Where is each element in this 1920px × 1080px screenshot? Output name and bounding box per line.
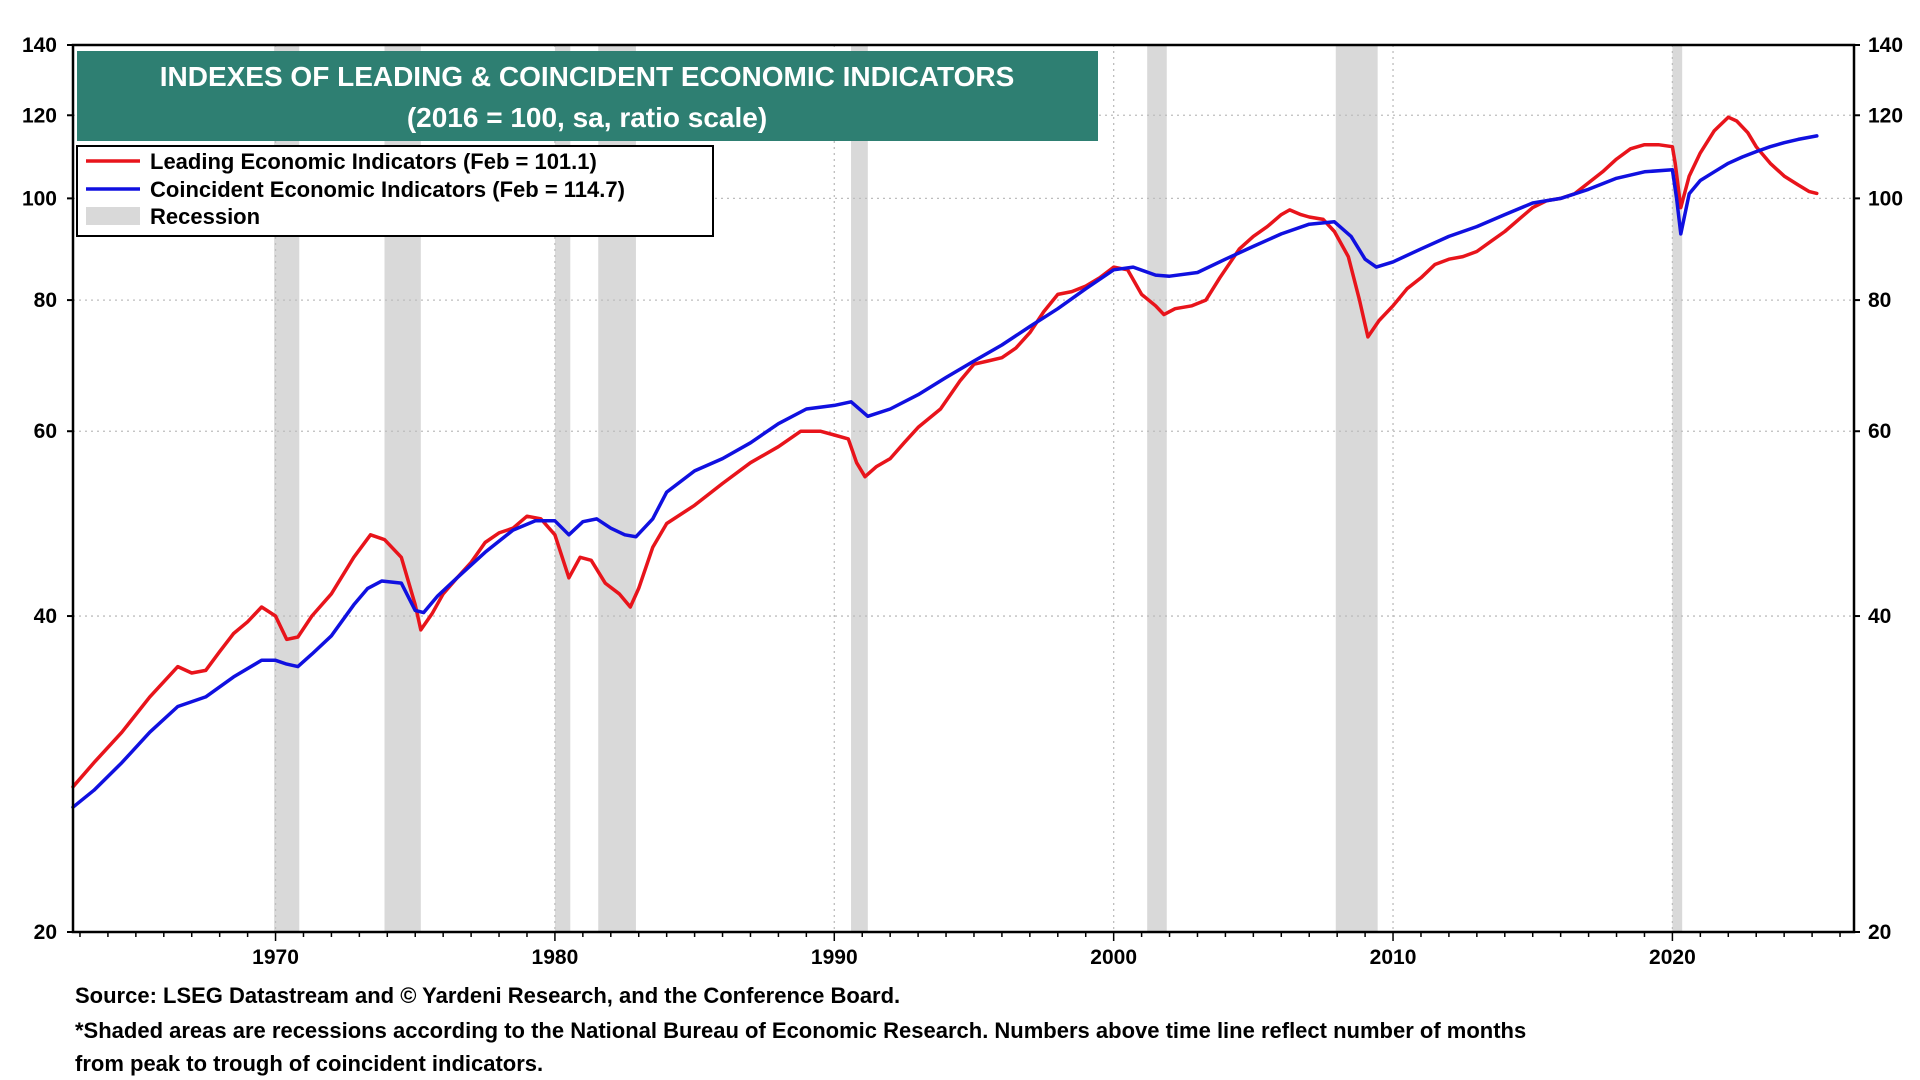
legend-box (76, 145, 714, 237)
source-note: Source: LSEG Datastream and © Yardeni Re… (75, 983, 901, 1008)
x-tick-label: 2020 (1649, 946, 1696, 969)
y-tick-label-right: 100 (1868, 187, 1903, 210)
legend-label-recession: Recession (150, 204, 260, 229)
y-tick-label-left: 60 (34, 420, 57, 443)
series-line-coincident (71, 134, 1819, 809)
recession-band (1335, 45, 1378, 932)
recession-band (554, 45, 571, 932)
y-tick-label-left: 40 (34, 605, 57, 628)
y-tick-label-right: 140 (1868, 34, 1903, 57)
title-box: INDEXES OF LEADING & COINCIDENT ECONOMIC… (77, 51, 1098, 141)
recession-band (851, 45, 868, 932)
x-tick-label: 2000 (1090, 946, 1137, 969)
recession-band (1672, 45, 1683, 932)
legend: Leading Economic Indicators (Feb = 101.1… (76, 145, 714, 237)
legend-swatch-recession (86, 207, 140, 225)
y-tick-label-left: 140 (22, 34, 57, 57)
chart-title: INDEXES OF LEADING & COINCIDENT ECONOMIC… (160, 61, 1015, 92)
y-tick-label-right: 20 (1868, 921, 1891, 944)
x-tick-label: 1980 (532, 946, 579, 969)
y-tick-label-left: 80 (34, 289, 57, 312)
x-tick-label: 1990 (811, 946, 858, 969)
y-tick-label-right: 60 (1868, 420, 1891, 443)
recession-note-line2: from peak to trough of coincident indica… (75, 1051, 544, 1076)
y-tick-label-right: 80 (1868, 289, 1891, 312)
grid-lines (73, 45, 1854, 932)
y-tick-label-right: 40 (1868, 605, 1891, 628)
y-tick-label-right: 120 (1868, 104, 1903, 127)
y-tick-label-left: 20 (34, 921, 57, 944)
legend-label-leading: Leading Economic Indicators (Feb = 101.1… (150, 149, 597, 174)
y-tick-label-left: 100 (22, 187, 57, 210)
x-tick-label: 2010 (1370, 946, 1417, 969)
chart-subtitle: (2016 = 100, sa, ratio scale) (407, 102, 767, 133)
plot-frame (71, 43, 1856, 934)
title-background (77, 51, 1098, 141)
recession-band (1147, 45, 1167, 932)
series-lines (71, 115, 1819, 809)
recession-note-line1: *Shaded areas are recessions according t… (75, 1018, 1527, 1043)
x-tick-label: 1970 (252, 946, 299, 969)
legend-label-coincident: Coincident Economic Indicators (Feb = 11… (150, 177, 625, 202)
y-tick-label-left: 120 (22, 104, 57, 127)
